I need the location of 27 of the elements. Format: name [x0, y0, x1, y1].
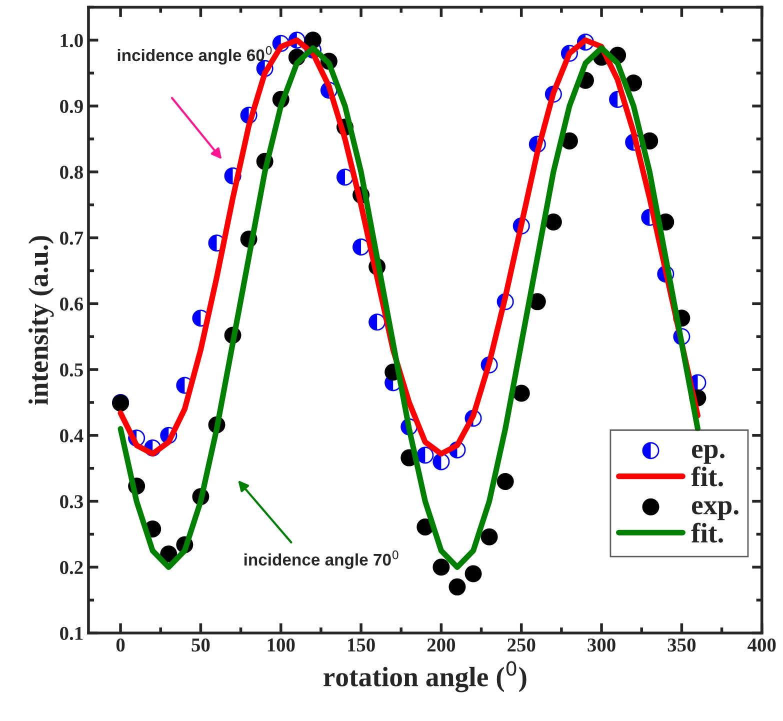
x-tick-label: 0 — [116, 638, 125, 652]
x-tick-label: 250 — [508, 638, 536, 652]
x-tick-label: 100 — [268, 638, 295, 652]
annotation: incidence angle 60$^{0}$ — [118, 46, 272, 65]
y-tick-label: 0.4 — [60, 429, 84, 442]
x-tick-label: 50 — [192, 638, 210, 652]
x-tick-label: 350 — [668, 638, 696, 652]
y-tick-label: 0.2 — [60, 560, 83, 574]
legend-label: fit. — [691, 466, 723, 486]
y-axis-title: intensity (a.u.) — [28, 236, 54, 405]
legend-label: exp. — [692, 501, 738, 520]
y-tick-label: 0.3 — [60, 495, 83, 508]
x-tick-label: 200 — [427, 638, 456, 652]
x-tick-label: 150 — [348, 638, 375, 652]
y-tick-label: 0.5 — [60, 363, 83, 377]
y-tick-label: 0.7 — [60, 232, 84, 245]
x-tick-label: 300 — [588, 638, 616, 652]
y-tick-label: 1.0 — [60, 34, 83, 48]
y-tick-label: 0.8 — [60, 166, 83, 179]
x-axis-title: rotation angle ($^{0}$) — [324, 661, 526, 692]
legend-label: ep. — [692, 444, 725, 464]
y-tick-label: 0.1 — [60, 626, 83, 640]
y-tick-label: 0.9 — [60, 100, 83, 114]
y-tick-label: 0.6 — [60, 297, 84, 311]
x-tick-label: 400 — [748, 638, 776, 652]
annotation: incidence angle 70$^{0}$ — [244, 550, 398, 569]
legend-label: fit. — [691, 522, 723, 543]
